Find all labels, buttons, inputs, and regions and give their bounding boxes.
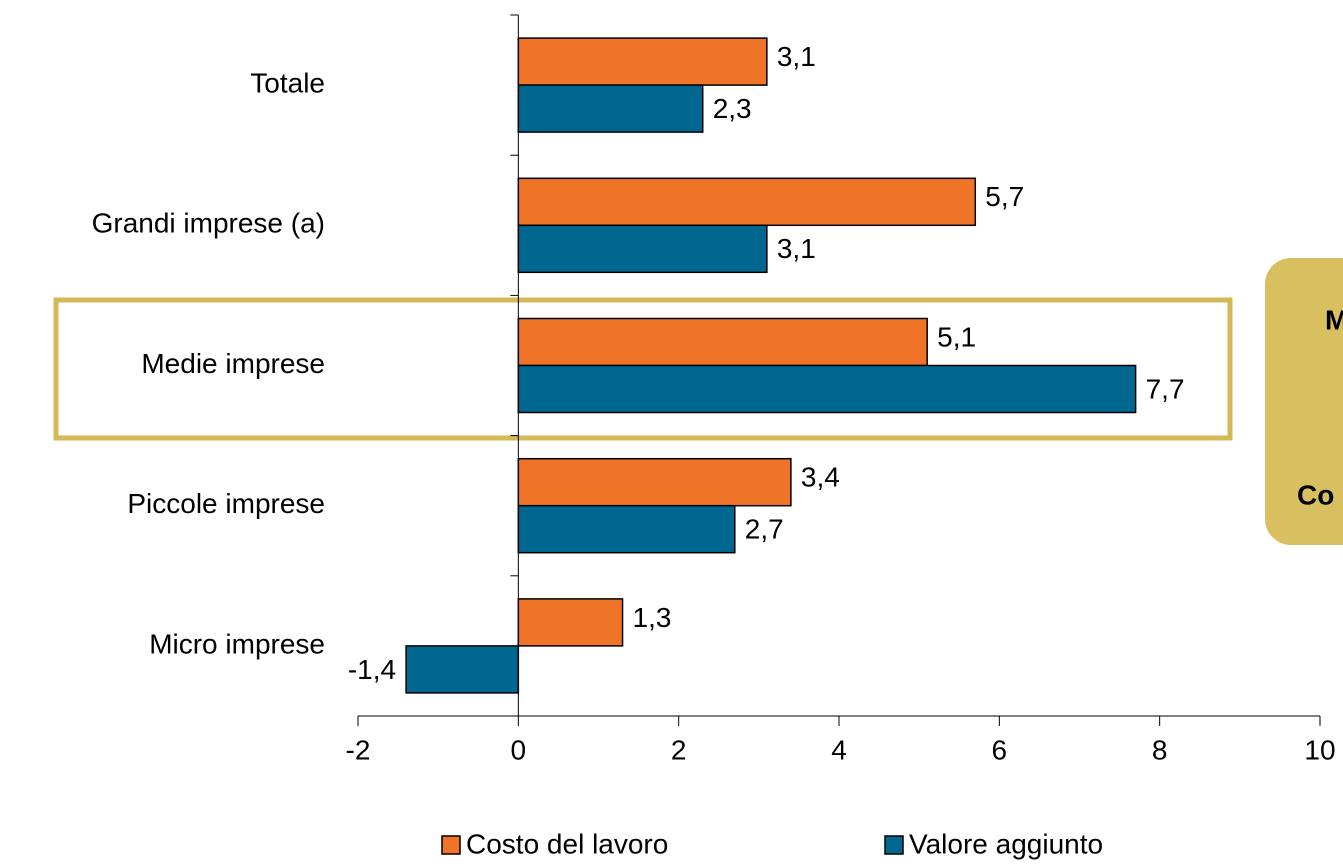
callout-box xyxy=(1265,258,1343,545)
data-label: 3,1 xyxy=(777,233,816,264)
legend-label: Valore aggiunto xyxy=(909,828,1103,859)
category-label: Micro imprese xyxy=(149,628,325,659)
legend-swatch xyxy=(441,835,461,855)
data-label: 1,3 xyxy=(633,602,672,633)
bar xyxy=(517,224,768,274)
data-label: -1,4 xyxy=(348,654,396,685)
data-label: 5,7 xyxy=(985,181,1024,212)
bar xyxy=(405,645,520,694)
category-label: Piccole imprese xyxy=(127,488,325,519)
data-label: 2,7 xyxy=(745,514,784,545)
legend-label: Costo del lavoro xyxy=(466,828,668,859)
data-label: 7,7 xyxy=(1146,373,1185,404)
bar xyxy=(517,598,624,647)
bar xyxy=(517,317,928,367)
legend-swatch xyxy=(884,835,904,855)
callout-text: M xyxy=(1325,304,1343,335)
x-tick-label: 2 xyxy=(671,734,687,765)
category-label: Totale xyxy=(250,67,325,98)
category-label: Medie imprese xyxy=(141,348,325,379)
x-tick-label: 10 xyxy=(1304,734,1335,765)
bar xyxy=(517,37,768,86)
bar xyxy=(517,504,736,554)
callout-text: Co xyxy=(1297,479,1334,510)
x-tick-label: 8 xyxy=(1152,734,1168,765)
bar xyxy=(517,364,1137,414)
bar xyxy=(517,84,704,133)
data-label: 3,1 xyxy=(777,41,816,72)
highlight-box xyxy=(53,297,1233,441)
bar xyxy=(517,177,977,227)
data-label: 3,4 xyxy=(801,462,840,493)
x-tick-label: 6 xyxy=(992,734,1008,765)
category-label: Grandi imprese (a) xyxy=(92,208,325,239)
bar xyxy=(517,457,792,507)
x-tick-label: 4 xyxy=(831,734,847,765)
x-tick-label: 0 xyxy=(511,734,527,765)
data-label: 5,1 xyxy=(937,321,976,352)
data-label: 2,3 xyxy=(713,93,752,124)
x-tick-label: -2 xyxy=(346,734,371,765)
